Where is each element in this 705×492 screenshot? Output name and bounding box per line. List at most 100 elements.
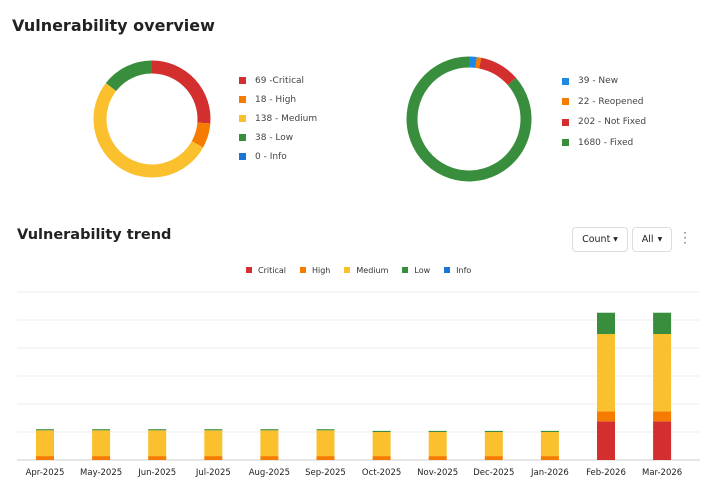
legend-label: 18 - High <box>255 94 297 105</box>
x-tick-label: Jul-2025 <box>195 468 231 478</box>
bar-medium-Jan-2026[interactable] <box>540 432 559 457</box>
legend-label: 202 - Not Fixed <box>578 117 647 128</box>
bar-high-Aug-2025[interactable] <box>260 456 279 460</box>
bar-low-Mar-2026[interactable] <box>653 312 672 334</box>
trend-legend-item[interactable]: Low <box>402 266 430 275</box>
caret-down-icon: ▼ <box>613 236 618 243</box>
bar-high-Sep-2025[interactable] <box>316 456 335 460</box>
x-tick-label: Dec-2025 <box>473 468 515 478</box>
legend-item[interactable]: 18 - High <box>239 90 317 109</box>
bar-low-Aug-2025[interactable] <box>260 429 279 431</box>
bar-low-Oct-2025[interactable] <box>372 430 391 432</box>
bar-high-Mar-2026[interactable] <box>653 411 672 422</box>
severity-slice-0[interactable] <box>151 60 211 124</box>
legend-label: 138 - Medium <box>255 113 318 124</box>
more-options-icon[interactable]: · · · <box>683 226 687 250</box>
x-tick-label: Jan-2026 <box>530 468 569 478</box>
legend-item[interactable]: 138 - Medium <box>239 109 317 128</box>
bar-medium-Feb-2026[interactable] <box>597 334 615 412</box>
status-slice-1[interactable] <box>475 56 482 69</box>
bar-medium-Oct-2025[interactable] <box>372 432 391 457</box>
bar-low-Jan-2026[interactable] <box>540 430 559 432</box>
bar-medium-May-2025[interactable] <box>92 430 111 457</box>
bar-low-Jun-2025[interactable] <box>148 429 167 431</box>
bar-low-Jul-2025[interactable] <box>204 429 223 431</box>
severity-slice-2[interactable] <box>93 83 204 178</box>
legend-item[interactable]: 202 - Not Fixed <box>562 112 646 133</box>
legend-swatch <box>562 98 569 106</box>
legend-label: 38 - Low <box>255 132 294 143</box>
caret-down-icon: ▼ <box>657 236 663 243</box>
severity-slice-1[interactable] <box>191 122 211 148</box>
bar-low-May-2025[interactable] <box>92 429 111 431</box>
bar-low-Apr-2025[interactable] <box>36 429 54 431</box>
bar-high-Dec-2025[interactable] <box>484 456 503 460</box>
severity-slice-3[interactable] <box>105 60 153 92</box>
trend-legend-item[interactable]: Info <box>444 266 471 275</box>
bar-critical-Feb-2026[interactable] <box>597 421 615 460</box>
x-tick-label: Apr-2025 <box>25 468 65 478</box>
severity-legend: 69 -Critical 18 - High 138 - Medium 38 - Lo… <box>239 71 317 166</box>
bar-high-May-2025[interactable] <box>92 456 111 460</box>
legend-swatch <box>444 267 451 273</box>
trend-legend-item[interactable]: Medium <box>344 266 388 275</box>
status-legend: 39 - New 22 - Reopened 202 - Not Fixed 1680… <box>562 71 646 153</box>
bar-high-Feb-2026[interactable] <box>597 411 615 422</box>
legend-swatch <box>562 139 569 147</box>
bar-medium-Apr-2025[interactable] <box>36 430 54 457</box>
status-slice-2[interactable] <box>478 57 516 86</box>
legend-label: Medium <box>356 266 389 275</box>
status-slice-3[interactable] <box>406 56 532 182</box>
bar-low-Sep-2025[interactable] <box>316 429 335 431</box>
legend-label: 69 -Critical <box>255 75 305 86</box>
legend-item[interactable]: 38 - Low <box>239 128 317 147</box>
filter-dropdown[interactable]: All ▼ <box>632 227 672 252</box>
bar-medium-Jun-2025[interactable] <box>148 430 167 457</box>
bar-critical-Mar-2026[interactable] <box>653 421 672 460</box>
bar-low-Nov-2025[interactable] <box>428 430 447 432</box>
count-dropdown[interactable]: Count ▼ <box>572 227 628 252</box>
bar-high-Jul-2025[interactable] <box>204 456 223 460</box>
trend-title: Vulnerability trend <box>17 227 172 243</box>
x-tick-label: Oct-2025 <box>361 468 402 478</box>
x-tick-label: Aug-2025 <box>248 468 291 478</box>
legend-label: Info <box>456 266 472 275</box>
bar-medium-Mar-2026[interactable] <box>653 334 672 412</box>
legend-item[interactable]: 1680 - Fixed <box>562 133 646 154</box>
severity-donut <box>93 60 211 178</box>
bar-high-Jan-2026[interactable] <box>540 456 559 460</box>
bar-high-Jun-2025[interactable] <box>148 456 167 460</box>
trend-legend-item[interactable]: High <box>299 266 331 275</box>
bar-high-Nov-2025[interactable] <box>428 456 447 460</box>
bar-low-Dec-2025[interactable] <box>484 430 503 432</box>
all-label: All <box>641 234 654 245</box>
legend-label: Low <box>414 266 431 275</box>
bar-medium-Nov-2025[interactable] <box>428 432 447 457</box>
bar-medium-Dec-2025[interactable] <box>484 432 503 457</box>
bar-high-Oct-2025[interactable] <box>372 456 391 460</box>
legend-swatch <box>239 153 246 160</box>
bar-medium-Jul-2025[interactable] <box>204 430 223 457</box>
legend-swatch <box>246 267 252 273</box>
x-tick-label: Mar-2026 <box>641 468 683 478</box>
legend-swatch <box>299 267 306 273</box>
legend-item[interactable]: 22 - Reopened <box>562 92 646 113</box>
bar-high-Apr-2025[interactable] <box>36 456 54 460</box>
legend-item[interactable]: 69 -Critical <box>239 71 317 90</box>
legend-label: 39 - New <box>578 76 619 87</box>
x-tick-label: Jun-2025 <box>138 468 177 478</box>
bar-medium-Sep-2025[interactable] <box>316 430 335 457</box>
legend-item[interactable]: 39 - New <box>562 71 646 92</box>
page-title: Vulnerability overview <box>12 16 215 35</box>
legend-label: High <box>311 266 331 275</box>
bar-medium-Aug-2025[interactable] <box>260 430 279 457</box>
x-tick-label: May-2025 <box>80 468 123 478</box>
legend-swatch <box>239 115 246 122</box>
trend-legend-item[interactable]: Critical <box>246 266 286 275</box>
legend-swatch <box>239 96 246 103</box>
count-label: Count <box>582 234 611 245</box>
bar-low-Feb-2026[interactable] <box>597 312 615 334</box>
x-tick-label: Feb-2026 <box>586 468 626 478</box>
legend-item[interactable]: 0 - Info <box>239 147 317 166</box>
legend-label: 22 - Reopened <box>578 96 644 107</box>
